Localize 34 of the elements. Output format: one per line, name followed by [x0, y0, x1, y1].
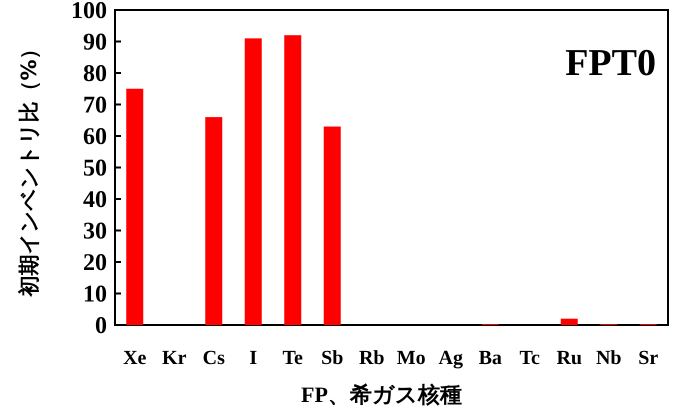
x-tick-label: Ag	[438, 347, 463, 369]
x-tick-label: Ba	[478, 347, 502, 369]
y-tick-label: 60	[83, 124, 107, 150]
y-tick-label: 90	[83, 30, 107, 56]
x-axis-title: FP、希ガス核種	[301, 382, 462, 407]
x-tick-label: Kr	[162, 347, 187, 369]
bar	[126, 88, 144, 325]
bar	[205, 117, 222, 325]
y-tick-label: 50	[83, 156, 107, 182]
bar	[324, 126, 341, 325]
y-tick-label: 20	[83, 250, 107, 276]
y-tick-label: 70	[83, 92, 107, 118]
x-tick-label: Tc	[520, 347, 540, 369]
x-tick-label: Te	[282, 347, 304, 369]
bar	[284, 35, 302, 325]
bar	[244, 38, 262, 325]
y-tick-label: 30	[83, 218, 107, 244]
y-axis-title: 初期インベントリ比（%）	[17, 38, 41, 298]
x-tick-label: Sb	[321, 347, 344, 369]
x-tick-label: Ru	[556, 347, 582, 369]
y-tick-label: 80	[83, 61, 107, 87]
y-tick-label: 0	[95, 313, 107, 339]
bar	[560, 318, 578, 325]
x-tick-label: I	[249, 347, 258, 369]
y-tick-label: 40	[83, 187, 107, 213]
x-tick-label: Sr	[638, 347, 658, 369]
x-tick-label: Xe	[123, 347, 147, 369]
y-tick-label: 10	[83, 282, 107, 308]
y-tick-label: 100	[71, 0, 107, 24]
x-tick-label: Mo	[396, 347, 426, 369]
x-tick-label: Nb	[596, 347, 622, 369]
x-tick-label: Cs	[202, 347, 226, 369]
x-tick-label: Rb	[358, 347, 385, 369]
text: FPT0	[565, 42, 656, 84]
